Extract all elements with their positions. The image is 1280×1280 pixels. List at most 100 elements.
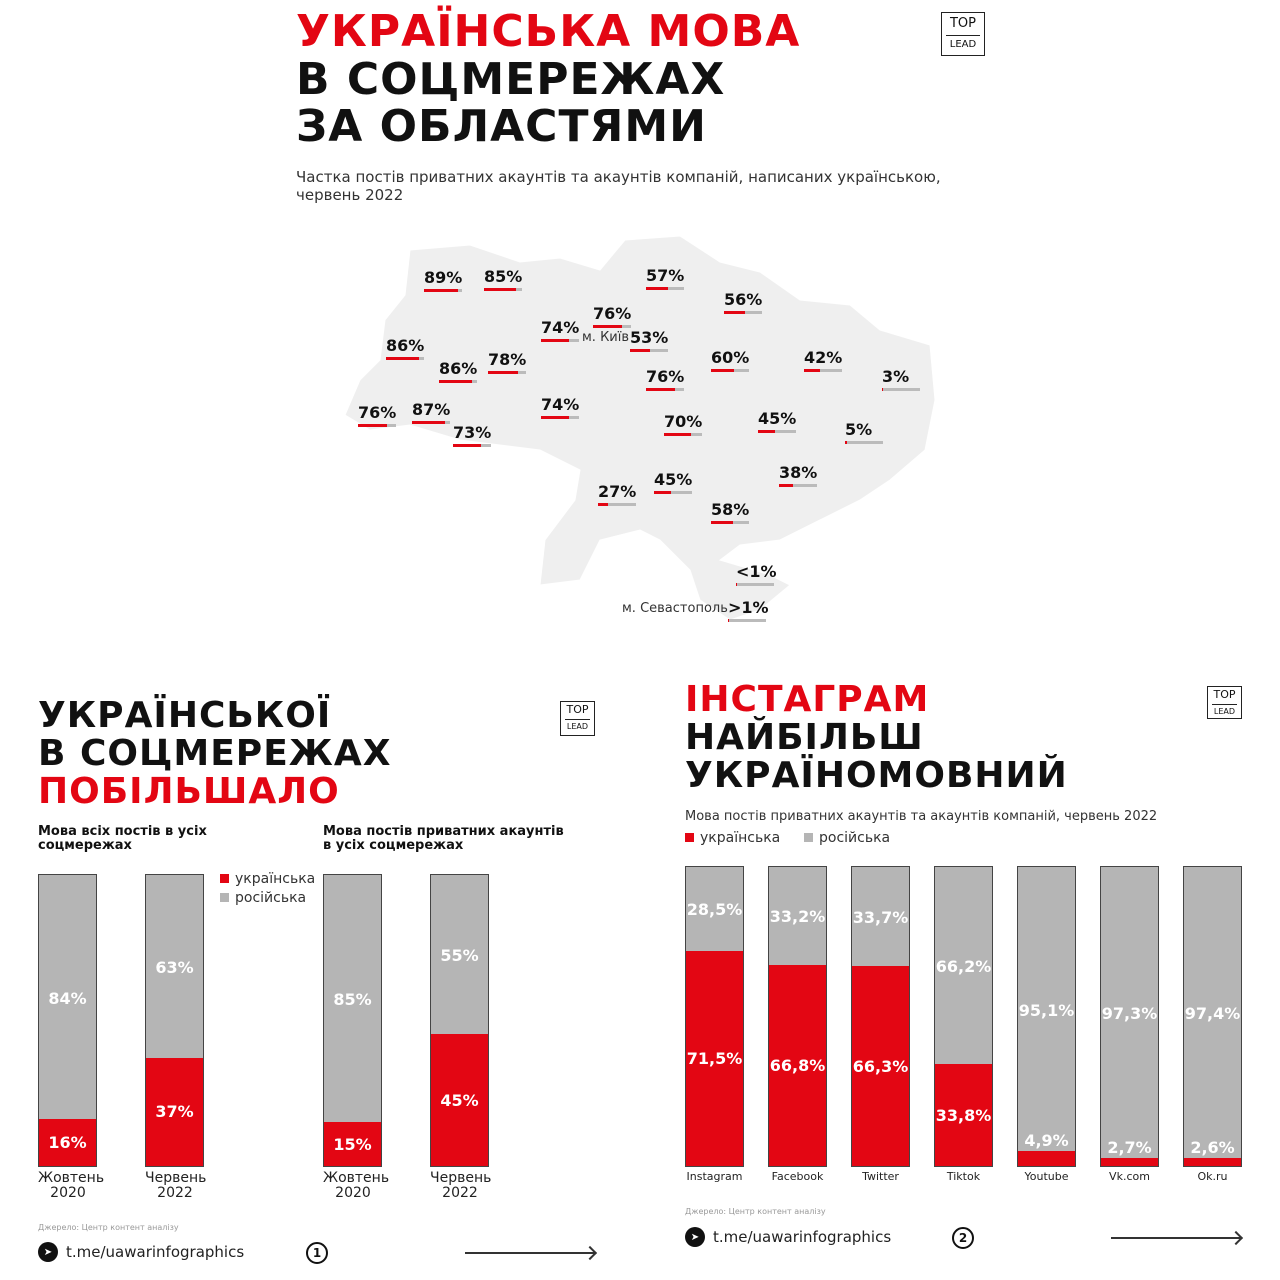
stacked-bar: 55% 45% [430,874,489,1167]
region-label: 42% [804,348,842,372]
region-share-fill [358,424,387,427]
region-share-fill [758,430,776,433]
region-label: 74% [541,318,579,342]
region-share-bar [724,311,762,314]
region-value: 76% [358,403,397,422]
source-left: Джерело: Центр контент аналізу [38,1223,179,1232]
category-label: Instagram [686,1170,743,1183]
bar-label-ukrainian: 2,7% [1107,1137,1152,1157]
map-subtitle-line2: червень 2022 [296,186,404,204]
bar-label-russian: 66,2% [935,957,992,977]
region-label: 53% [630,328,668,352]
region-share-bar [630,349,668,352]
region-label: 86% [386,336,424,360]
region-share-fill [541,339,570,342]
region-label: 78% [488,350,526,374]
region-label: 89% [424,268,462,292]
toplead-logo-right: TOP LEAD [1207,686,1242,719]
legend-swatch-ukrainian [220,874,229,883]
category-label: Червень 2022 [145,1170,207,1201]
region-value: 60% [711,348,750,367]
region-value: 3% [882,367,910,386]
region-share-fill [779,484,794,487]
region-value: 86% [439,359,478,378]
legend-label: українська [700,830,781,846]
bar-segment-russian: 85% [324,875,381,1124]
category-label: Червень 2022 [430,1170,492,1201]
region-share-bar [598,503,636,506]
next-arrow-icon[interactable] [1111,1237,1241,1239]
category-label: Жовтень 2020 [38,1170,105,1201]
region-share-fill [598,503,609,506]
bar-segment-ukrainian: 66,8% [769,964,826,1166]
bar-segment-ukrainian: 45% [431,1034,488,1166]
region-value: 27% [598,482,637,501]
region-label: 87% [412,400,450,424]
region-share-fill [412,421,446,424]
bar-label-ukrainian: 2,6% [1190,1138,1235,1158]
left-title-line3: ПОБІЛЬШАЛО [38,771,340,812]
region-share-bar [758,430,796,433]
region-share-bar [484,288,522,291]
telegram-icon: ➤ [685,1227,705,1247]
region-label: 86% [439,359,477,383]
region-share-bar [593,325,631,328]
region-value: 38% [779,463,818,482]
region-share-bar [654,491,692,494]
region-share-fill [646,388,675,391]
region-share-bar [736,583,774,586]
map-title-line1: УКРАЇНСЬКА МОВА [296,6,801,57]
telegram-text: t.me/uawarinfographics [713,1228,892,1246]
bar-label-russian: 85% [333,990,372,1010]
region-share-bar [453,444,491,447]
bar-segment-ukrainian [1184,1158,1241,1166]
region-share-fill [646,287,668,290]
bar-label-ukrainian: 37% [155,1102,194,1122]
region-share-bar [779,484,817,487]
category-label: Twitter [862,1170,899,1183]
ukraine-map [344,235,936,621]
stacked-bar: 97,4% 2,6% [1183,866,1242,1167]
stacked-bar: 33,7% 66,3% [851,866,910,1167]
category-label: Tiktok [946,1170,981,1183]
bar-label-ukrainian: 16% [48,1133,87,1153]
region-value: 45% [654,470,693,489]
legend-swatch-russian [220,893,229,902]
region-value: 45% [758,409,797,428]
bar-segment-russian: 63% [146,875,203,1060]
page-number-2: 2 [952,1227,974,1249]
bar-label-russian: 33,2% [769,907,826,927]
region-share-bar [882,388,920,391]
category-label: Ok.ru [1197,1170,1228,1183]
region-share-bar [711,521,749,524]
page-number-1: 1 [306,1242,328,1264]
region-label: 76% [358,403,396,427]
stacked-bar: 97,3% 2,7% [1100,866,1159,1167]
logo-bottom-text: LEAD [946,34,980,51]
map-subtitle: Частка постів приватних акаунтів та акау… [296,168,941,204]
region-share-fill [654,491,672,494]
region-share-fill [724,311,746,314]
bar-label-ukrainian: 15% [333,1134,372,1154]
region-value: 78% [488,350,527,369]
legend-ukrainian-right: українська [685,830,780,846]
region-value: 57% [646,266,685,285]
bar-segment-russian: 95,1% [1018,867,1075,1153]
legend-russian: російська [220,890,306,906]
logo-bottom-text: LEAD [1212,704,1237,717]
region-share-fill [488,371,518,374]
region-value: 89% [424,268,463,287]
region-label: 45% [758,409,796,433]
region-value: >1% [728,598,769,617]
telegram-link-left[interactable]: ➤ t.me/uawarinfographics [38,1242,244,1262]
bar-label-ukrainian: 4,9% [1024,1131,1069,1151]
telegram-link-right[interactable]: ➤ t.me/uawarinfographics [685,1227,891,1247]
region-value: 73% [453,423,492,442]
city-sevastopol-label: м. Севастополь [622,601,728,616]
bar-segment-ukrainian [1101,1157,1158,1166]
region-share-fill [484,288,517,291]
bar-segment-ukrainian [1018,1151,1075,1166]
next-arrow-icon[interactable] [465,1252,595,1254]
category-label: Facebook [771,1170,824,1183]
bar-label-russian: 97,3% [1101,1003,1158,1023]
